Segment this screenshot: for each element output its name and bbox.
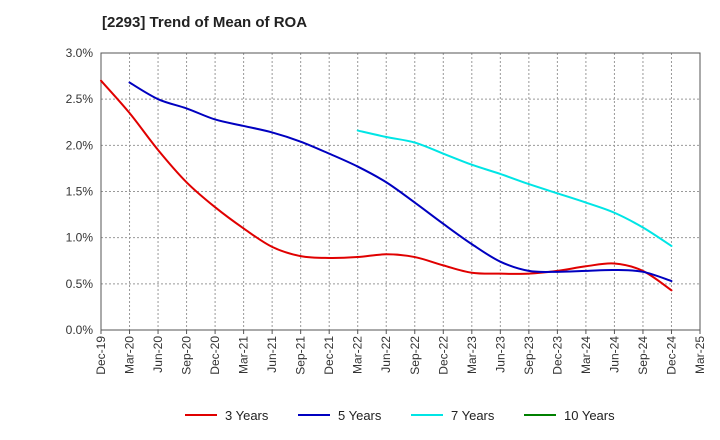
x-tick-label: Sep-24 bbox=[636, 336, 650, 375]
y-tick-labels: 0.0% 0.5% 1.0% 1.5% 2.0% 2.5% 3.0% bbox=[66, 46, 94, 337]
legend-label-10-years: 10 Years bbox=[564, 408, 615, 423]
y-tick-label: 1.5% bbox=[66, 185, 94, 199]
x-tick-label: Sep-22 bbox=[408, 336, 422, 375]
x-tick-label: Mar-21 bbox=[237, 336, 251, 374]
axes bbox=[100, 52, 701, 334]
x-tick-label: Sep-21 bbox=[294, 336, 308, 375]
y-tick-label: 3.0% bbox=[66, 46, 94, 60]
series-line-5-years bbox=[128, 81, 673, 283]
x-tick-label: Mar-22 bbox=[351, 336, 365, 374]
x-tick-label: Sep-23 bbox=[522, 336, 536, 375]
x-tick-label: Mar-20 bbox=[123, 336, 137, 374]
plot-frame bbox=[100, 52, 701, 331]
series-line-7-years bbox=[356, 129, 673, 247]
x-tick-label: Dec-22 bbox=[436, 336, 450, 375]
legend-label-5-years: 5 Years bbox=[338, 408, 382, 423]
x-tick-label: Dec-23 bbox=[550, 336, 564, 375]
x-tick-labels: Dec-19 Mar-20 Jun-20 Sep-20 Dec-20 Mar-21 Jun-… bbox=[94, 336, 707, 375]
legend: 3 Years 5 Years 7 Years 10 Years bbox=[185, 408, 615, 423]
series-line-3-years bbox=[100, 79, 673, 292]
x-tick-label: Dec-20 bbox=[208, 336, 222, 375]
series-lines bbox=[100, 79, 673, 292]
x-tick-label: Jun-22 bbox=[379, 336, 393, 373]
x-tick-label: Dec-24 bbox=[664, 336, 678, 375]
x-tick-label: Jun-20 bbox=[151, 336, 165, 373]
legend-label-7-years: 7 Years bbox=[451, 408, 495, 423]
x-tick-label: Dec-21 bbox=[322, 336, 336, 375]
x-tick-label: Mar-23 bbox=[465, 336, 479, 374]
x-tick-label: Jun-24 bbox=[607, 336, 621, 373]
x-tick-label: Jun-21 bbox=[265, 336, 279, 373]
x-tick-label: Sep-20 bbox=[180, 336, 194, 375]
x-tick-label: Dec-19 bbox=[94, 336, 108, 375]
x-tick-label: Mar-24 bbox=[579, 336, 593, 374]
y-tick-label: 2.5% bbox=[66, 92, 94, 106]
y-tick-label: 1.0% bbox=[66, 231, 94, 245]
y-tick-label: 0.0% bbox=[66, 323, 94, 337]
x-tick-label: Jun-23 bbox=[493, 336, 507, 373]
legend-label-3-years: 3 Years bbox=[225, 408, 269, 423]
x-tick-label: Mar-25 bbox=[693, 336, 707, 374]
chart-title: [2293] Trend of Mean of ROA bbox=[102, 14, 308, 31]
y-tick-label: 2.0% bbox=[66, 138, 94, 152]
y-tick-label: 0.5% bbox=[66, 277, 94, 291]
